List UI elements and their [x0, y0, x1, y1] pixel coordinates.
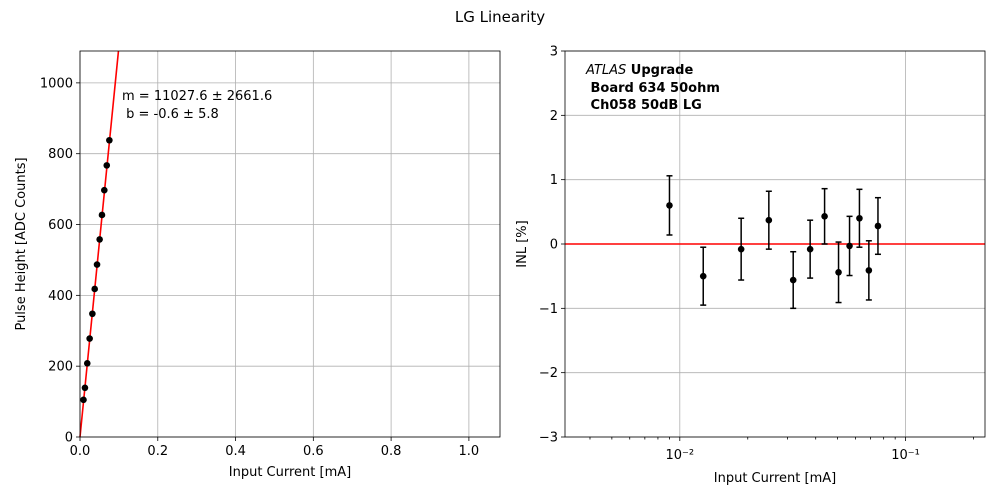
inl-data-point — [856, 214, 863, 222]
inl-data-point — [765, 216, 773, 224]
inl-data-point — [846, 242, 853, 250]
inl-y-tick-label: −3 — [539, 431, 558, 446]
inl-points — [666, 175, 882, 310]
upgrade-label: Upgrade — [626, 63, 693, 78]
inl-data-point — [874, 222, 882, 230]
linearity-x-tick-label: 0.8 — [381, 444, 402, 459]
linearity-data-point — [91, 285, 98, 293]
linearity-plot: 0.0 0.2 0.4 0.6 0.8 1.0 0 200 400 600 800 1000 m = … — [14, 50, 501, 480]
inl-ticks: 10⁻² 10⁻¹ −3 −2 −1 0 1 2 3 — [539, 45, 974, 463]
linearity-fit-intercept: b = -0.6 ± 5.8 — [122, 107, 219, 122]
linearity-x-tick-label: 0.2 — [147, 444, 168, 459]
figure-title: LG Linearity — [455, 8, 545, 26]
linearity-data-point — [103, 162, 111, 169]
inl-x-tick-label: 10⁻² — [665, 448, 694, 463]
inl-annotation-line1: ATLAS Upgrade — [585, 63, 693, 78]
linearity-data-point — [86, 335, 93, 342]
inl-y-tick-label: −2 — [539, 366, 558, 381]
linearity-y-tick-label: 400 — [48, 289, 73, 304]
inl-x-label: Input Current [mA] — [714, 471, 836, 486]
linearity-data-point — [93, 261, 101, 268]
linearity-y-tick-label: 800 — [48, 147, 73, 162]
linearity-data-point — [96, 236, 103, 243]
linearity-fit — [79, 50, 120, 438]
linearity-y-tick-label: 200 — [48, 360, 73, 375]
linearity-data-point — [81, 384, 89, 392]
inl-data-point — [699, 272, 707, 280]
linearity-data-point — [106, 136, 113, 144]
linearity-x-tick-label: 0.4 — [225, 444, 246, 459]
linearity-data-point — [89, 310, 96, 318]
linearity-ticks: 0.0 0.2 0.4 0.6 0.8 1.0 0 200 400 600 800 1000 — [40, 76, 479, 459]
linearity-x-label: Input Current [mA] — [229, 465, 351, 480]
inl-y-tick-label: 3 — [550, 45, 558, 60]
linearity-x-tick-label: 0.6 — [303, 444, 324, 459]
inl-annotation-line3: Ch058 50dB LG — [586, 98, 702, 113]
inl-y-tick-label: 2 — [550, 109, 558, 124]
inl-x-tick-label: 10⁻¹ — [891, 448, 920, 463]
linearity-points — [80, 136, 113, 404]
atlas-label: ATLAS — [585, 63, 626, 78]
linearity-x-tick-label: 1.0 — [459, 444, 480, 459]
inl-y-tick-label: 1 — [550, 173, 558, 188]
inl-data-point — [835, 269, 842, 276]
inl-data-point — [806, 245, 814, 253]
linearity-axes-frame — [79, 50, 501, 438]
linearity-y-tick-label: 0 — [65, 431, 73, 446]
inl-data-point — [821, 213, 828, 220]
inl-annotation-line2: Board 634 50ohm — [586, 81, 720, 96]
linearity-fit-slope: m = 11027.6 ± 2661.6 — [122, 89, 272, 104]
linearity-data-point — [98, 211, 106, 219]
linearity-data-point — [101, 186, 108, 194]
inl-y-tick-label: 0 — [550, 238, 558, 253]
linearity-grid — [79, 51, 500, 438]
linearity-y-tick-label: 600 — [48, 218, 73, 233]
linearity-data-point — [83, 360, 91, 367]
inl-plot: 10⁻² 10⁻¹ −3 −2 −1 0 1 2 3 ATLAS Upgrade Board 6… — [515, 45, 986, 486]
linearity-y-label: Pulse Height [ADC Counts] — [14, 157, 29, 330]
inl-y-tick-label: −1 — [539, 302, 558, 317]
linearity-y-tick-label: 1000 — [40, 76, 73, 91]
inl-data-point — [789, 276, 797, 284]
linearity-fit-line — [79, 50, 120, 438]
linearity-x-tick-label: 0.0 — [70, 444, 91, 459]
inl-data-point — [666, 202, 673, 209]
inl-data-point — [865, 267, 873, 274]
inl-data-point — [737, 245, 745, 253]
linearity-data-point — [80, 396, 87, 404]
inl-y-label: INL [%] — [515, 220, 530, 267]
